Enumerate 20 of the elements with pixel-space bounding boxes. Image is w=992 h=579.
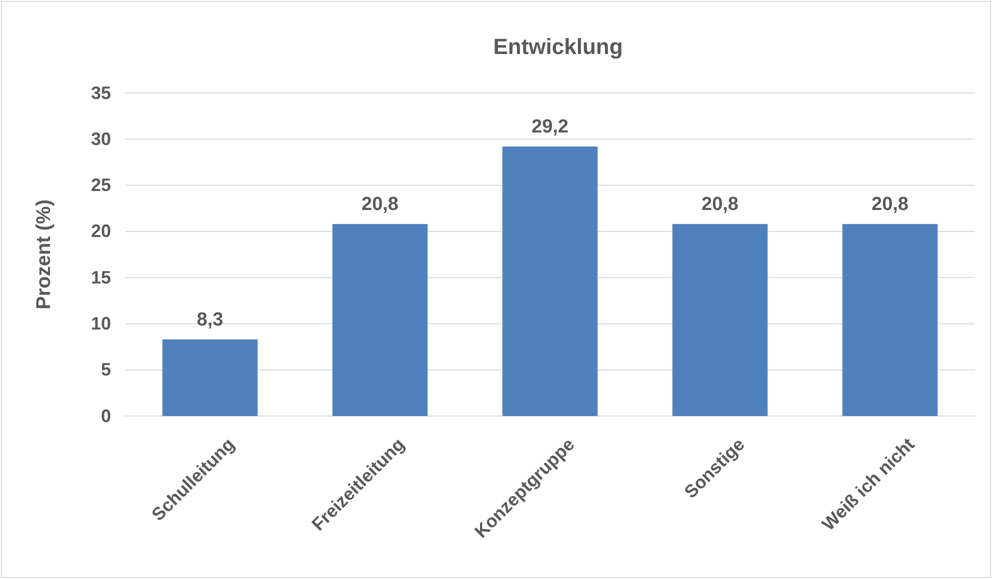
data-label: 29,2 [532,116,568,138]
y-tick-label: 10 [90,313,111,334]
bar [332,224,428,416]
data-label: 20,8 [872,194,908,216]
y-tick-label: 25 [90,175,111,196]
bar [502,146,598,416]
y-tick-label: 20 [90,221,111,242]
y-axis-title: Prozent (%) [33,200,55,310]
bar [842,224,938,416]
y-tick-label: 0 [100,406,111,426]
data-label: 20,8 [362,194,398,216]
y-tick-label: 15 [90,267,111,288]
chart-title: Entwicklung [493,34,623,59]
data-label: 20,8 [702,194,738,216]
y-tick-label: 35 [90,82,111,103]
y-tick-label: 30 [90,128,111,149]
bar [672,224,768,416]
data-label: 8,3 [196,309,224,330]
y-tick-label: 5 [100,360,111,380]
bar [162,339,258,416]
